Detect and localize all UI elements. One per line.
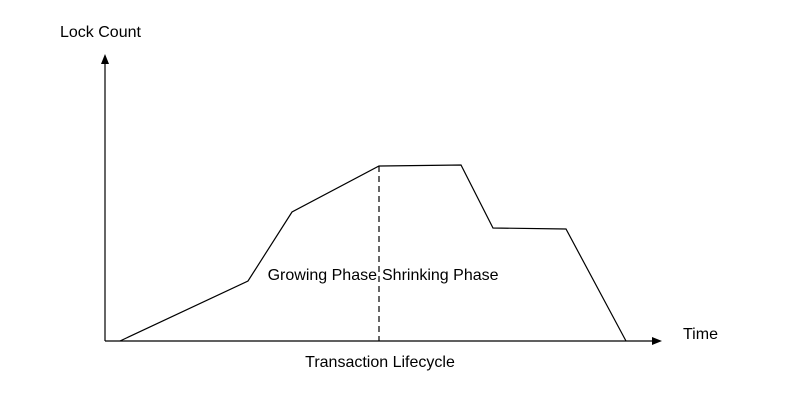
x-axis-arrow	[652, 337, 662, 345]
y-axis-arrow	[101, 54, 109, 64]
lock-curve	[119, 164, 627, 342]
caption: Transaction Lifecycle	[305, 354, 455, 371]
y-axis-label: Lock Count	[60, 24, 141, 41]
x-axis-label: Time	[683, 326, 718, 343]
growing-phase-label: Growing Phase	[268, 267, 377, 284]
shrinking-phase-label: Shrinking Phase	[382, 267, 499, 284]
